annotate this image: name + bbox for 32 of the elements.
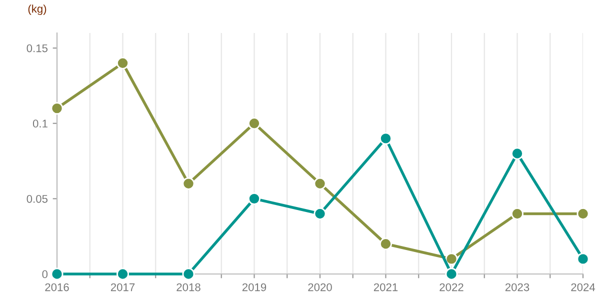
point	[511, 147, 524, 160]
x-tick-label: 2020	[308, 283, 332, 292]
point	[116, 56, 129, 70]
point	[445, 268, 458, 280]
point	[576, 252, 590, 266]
point	[380, 238, 392, 250]
point	[50, 268, 64, 280]
y-tick-label: 0.05	[26, 194, 48, 203]
y-axis-title: (kg)	[28, 4, 46, 15]
point	[314, 208, 326, 220]
x-tick-label: 2023	[505, 283, 530, 292]
point	[248, 117, 260, 130]
x-tick-label: 2018	[176, 283, 200, 292]
point	[182, 268, 195, 280]
y-tick-label: 0.15	[26, 44, 48, 52]
x-tick-label: 2017	[110, 283, 135, 292]
y-tick-label: 0.1	[32, 120, 48, 128]
point	[576, 208, 590, 220]
x-tick-label: 2022	[440, 283, 464, 292]
point	[380, 132, 392, 145]
point	[445, 252, 458, 266]
x-tick-label: 2024	[571, 283, 596, 292]
point	[182, 177, 195, 190]
x-tick-label: 2019	[242, 283, 266, 292]
y-tick-label: 0	[42, 270, 48, 278]
x-tick-label: 2021	[374, 283, 398, 292]
x-tick-label: 2016	[45, 283, 69, 292]
point	[314, 177, 326, 190]
point	[50, 102, 64, 115]
point	[511, 208, 524, 220]
point	[248, 192, 260, 205]
point	[116, 268, 129, 280]
